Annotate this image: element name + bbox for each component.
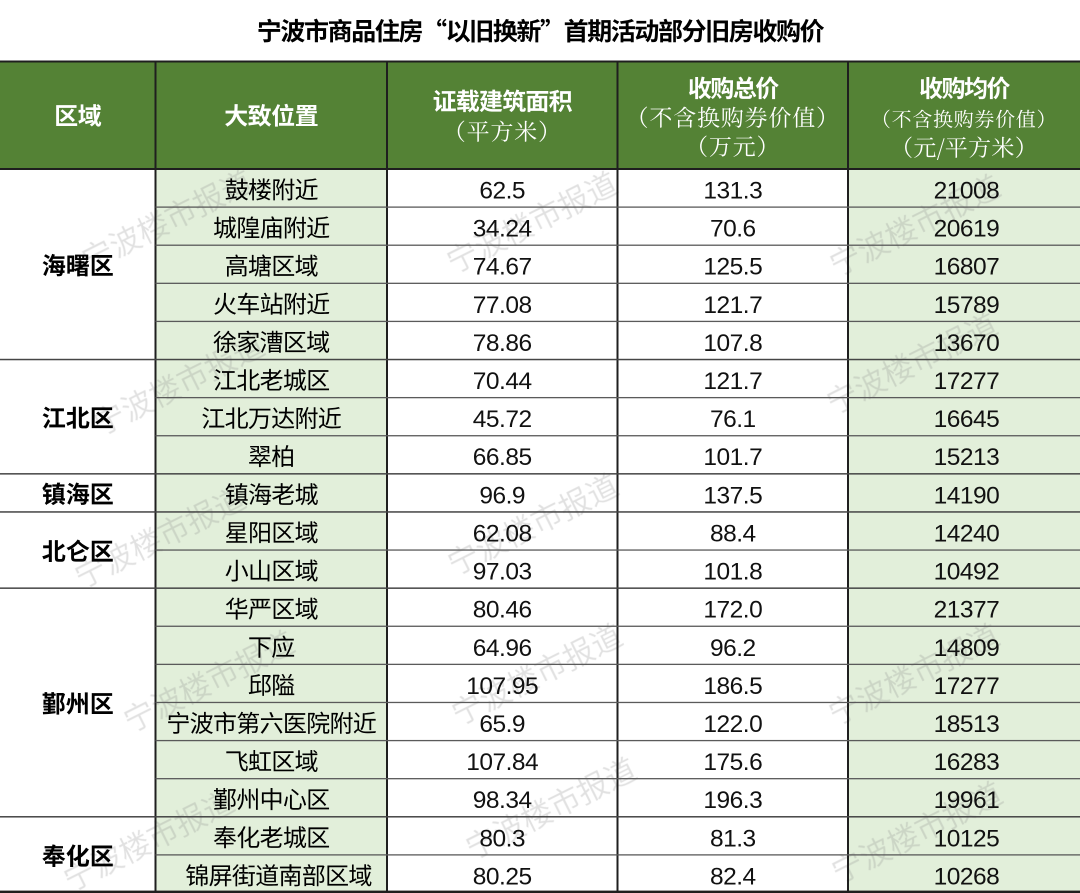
- svg-text:10268: 10268: [934, 863, 1000, 890]
- svg-text:125.5: 125.5: [703, 254, 762, 281]
- svg-text:14809: 14809: [934, 635, 1000, 662]
- svg-text:76.1: 76.1: [710, 406, 756, 433]
- svg-text:66.85: 66.85: [473, 444, 532, 471]
- svg-text:137.5: 137.5: [703, 482, 762, 509]
- svg-text:101.7: 101.7: [703, 444, 762, 471]
- svg-text:70.44: 70.44: [473, 368, 532, 395]
- svg-text:80.3: 80.3: [479, 825, 525, 852]
- svg-text:14240: 14240: [934, 520, 1000, 547]
- svg-text:64.96: 64.96: [473, 635, 532, 662]
- svg-text:96.2: 96.2: [710, 635, 756, 662]
- svg-text:21008: 21008: [934, 178, 1000, 205]
- svg-text:15213: 15213: [934, 444, 1000, 471]
- svg-text:77.08: 77.08: [473, 292, 532, 319]
- svg-text:17277: 17277: [934, 368, 1000, 395]
- svg-text:81.3: 81.3: [710, 825, 756, 852]
- svg-text:122.0: 122.0: [703, 711, 762, 738]
- svg-text:107.84: 107.84: [466, 749, 538, 776]
- svg-text:20619: 20619: [934, 216, 1000, 243]
- svg-text:172.0: 172.0: [703, 597, 762, 624]
- svg-text:16807: 16807: [934, 254, 1000, 281]
- svg-text:62.08: 62.08: [473, 520, 532, 547]
- svg-text:13670: 13670: [934, 330, 1000, 357]
- svg-text:196.3: 196.3: [703, 787, 762, 814]
- svg-text:96.9: 96.9: [479, 482, 525, 509]
- svg-text:45.72: 45.72: [473, 406, 532, 433]
- svg-text:121.7: 121.7: [703, 368, 762, 395]
- svg-text:18513: 18513: [934, 711, 1000, 738]
- svg-text:186.5: 186.5: [703, 673, 762, 700]
- svg-text:82.4: 82.4: [710, 863, 756, 890]
- svg-text:16283: 16283: [934, 749, 1000, 776]
- svg-text:10492: 10492: [934, 559, 1000, 586]
- svg-text:101.8: 101.8: [703, 559, 762, 586]
- svg-text:21377: 21377: [934, 597, 1000, 624]
- svg-text:80.46: 80.46: [473, 597, 532, 624]
- svg-text:78.86: 78.86: [473, 330, 532, 357]
- svg-text:121.7: 121.7: [703, 292, 762, 319]
- svg-text:17277: 17277: [934, 673, 1000, 700]
- svg-text:97.03: 97.03: [473, 559, 532, 586]
- svg-text:107.95: 107.95: [466, 673, 538, 700]
- svg-text:70.6: 70.6: [710, 216, 756, 243]
- svg-text:175.6: 175.6: [703, 749, 762, 776]
- svg-text:131.3: 131.3: [703, 178, 762, 205]
- svg-text:98.34: 98.34: [473, 787, 532, 814]
- svg-text:19961: 19961: [934, 787, 1000, 814]
- svg-text:14190: 14190: [934, 482, 1000, 509]
- svg-text:62.5: 62.5: [479, 178, 525, 205]
- svg-text:74.67: 74.67: [473, 254, 532, 281]
- svg-text:65.9: 65.9: [479, 711, 525, 738]
- svg-text:16645: 16645: [934, 406, 1000, 433]
- svg-text:34.24: 34.24: [473, 216, 532, 243]
- svg-text:10125: 10125: [934, 825, 1000, 852]
- svg-text:15789: 15789: [934, 292, 1000, 319]
- svg-text:107.8: 107.8: [703, 330, 762, 357]
- svg-text:80.25: 80.25: [473, 863, 532, 890]
- svg-text:88.4: 88.4: [710, 520, 756, 547]
